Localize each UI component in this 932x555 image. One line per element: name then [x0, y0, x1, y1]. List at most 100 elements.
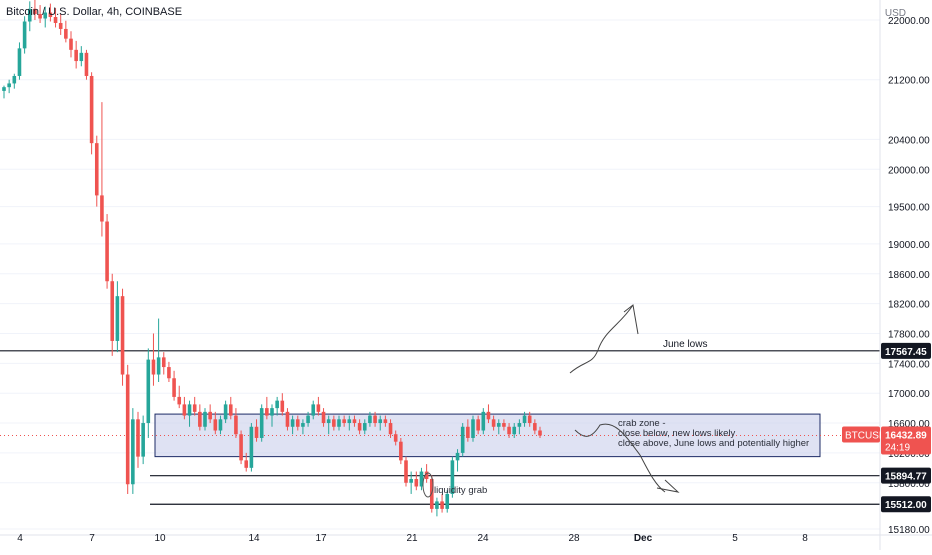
up-arrow-head — [623, 304, 639, 335]
candle-body — [393, 434, 398, 442]
candles — [2, 0, 542, 517]
candle-body — [228, 404, 233, 416]
candle-body — [280, 400, 285, 412]
candle-body — [58, 22, 63, 29]
candle-body — [136, 419, 140, 457]
candle-body — [94, 143, 99, 196]
candle-body — [218, 419, 223, 431]
level-price-badge[interactable] — [881, 342, 931, 359]
y-tick-label: 15800.00 — [888, 479, 930, 490]
candle-body — [491, 419, 496, 427]
candle-body — [33, 8, 37, 15]
candle-body — [208, 411, 212, 420]
candle-body — [295, 419, 300, 427]
june-lows-label: June lows — [663, 339, 707, 350]
level-price-badge[interactable] — [881, 467, 931, 484]
candle-body — [265, 408, 269, 416]
candle-body — [22, 21, 27, 49]
candle-body — [120, 296, 125, 375]
candle-body — [79, 52, 84, 62]
candle-body — [161, 357, 166, 368]
candle-body — [507, 426, 511, 435]
candle-body — [342, 419, 346, 424]
candle-body — [352, 419, 357, 424]
current-price-badge[interactable] — [881, 426, 931, 455]
crab-zone-rect[interactable] — [154, 413, 821, 458]
candle-body — [435, 501, 439, 509]
candle-body — [301, 423, 305, 427]
symbol-label: BTCUSD — [845, 431, 886, 442]
candle-body — [203, 411, 207, 427]
candle-body — [48, 12, 53, 18]
candle-body — [326, 419, 331, 424]
x-tick-label: 4 — [17, 533, 23, 544]
candle-body — [151, 359, 156, 375]
y-tick-label: 15180.00 — [888, 525, 930, 536]
candle-body — [409, 479, 413, 483]
candle-body — [527, 415, 532, 424]
time-axis[interactable]: 4 7 10 14 17 21 24 28 Dec 5 8 — [0, 533, 932, 544]
candle-body — [455, 452, 460, 461]
candle-body — [167, 367, 171, 379]
candle-body — [306, 415, 310, 424]
candle-body — [476, 419, 480, 431]
crab-zone-text: close below, new lows likely — [618, 428, 735, 439]
candle-body — [270, 408, 274, 416]
currency-label: USD — [884, 8, 906, 19]
symbol-badge[interactable] — [842, 426, 880, 443]
candle-body — [43, 12, 48, 19]
candle-body — [285, 411, 290, 427]
y-tick-label: 18600.00 — [888, 270, 930, 281]
candle-body — [502, 423, 506, 427]
x-tick-label: 8 — [802, 533, 808, 544]
candle-body — [177, 396, 182, 405]
candle-body — [27, 8, 32, 22]
level-price-label: 15512.00 — [885, 500, 927, 511]
chart-title: Bitcoin / U.S. Dollar, 4h, COINBASE — [6, 6, 183, 18]
y-tick-label: 17800.00 — [888, 329, 930, 340]
candle-body — [538, 430, 542, 436]
candle-body — [533, 423, 537, 431]
candle-body — [141, 423, 145, 457]
candle-body — [337, 419, 341, 427]
down-arrow-path — [574, 423, 666, 493]
price-levels[interactable] — [0, 350, 880, 505]
candle-body — [347, 419, 352, 424]
x-tick-label: 24 — [477, 533, 489, 544]
liquidity-grab-circle — [422, 472, 434, 498]
candle-body — [512, 426, 517, 435]
price-axis[interactable]: 22000.00 21200.00 20400.00 20000.00 19500.00… — [842, 0, 931, 550]
candle-body — [249, 426, 254, 468]
candle-body — [450, 460, 455, 494]
candle-body — [316, 404, 321, 412]
up-arrow-path — [569, 304, 634, 374]
candle-body — [368, 415, 372, 424]
crab-zone[interactable] — [154, 413, 821, 458]
candle-body — [64, 28, 68, 39]
candle-body — [259, 408, 264, 438]
y-tick-label: 16600.00 — [888, 419, 930, 430]
annotations: June lows crab zone -close below, new low… — [422, 304, 809, 498]
y-tick-label: 22000.00 — [888, 16, 930, 27]
crab-zone-text: crab zone - — [618, 418, 666, 429]
candle-body — [481, 411, 486, 431]
candle-body — [12, 75, 17, 84]
candle-body — [388, 423, 393, 435]
candle-body — [213, 419, 218, 431]
level-price-badge[interactable] — [881, 496, 931, 513]
y-tick-label: 17400.00 — [888, 359, 930, 370]
candle-body — [146, 359, 151, 424]
liquidity-grab-label: liquidity grab — [434, 485, 487, 496]
candle-body — [419, 471, 424, 487]
candle-body — [424, 471, 429, 480]
candle-body — [275, 400, 279, 409]
candle-body — [399, 441, 403, 461]
x-tick-label: 5 — [732, 533, 738, 544]
candle-body — [471, 419, 475, 438]
countdown-label: 24:19 — [885, 443, 910, 454]
candle-body — [89, 75, 94, 144]
candle-body — [496, 423, 501, 427]
candle-body — [38, 14, 42, 19]
